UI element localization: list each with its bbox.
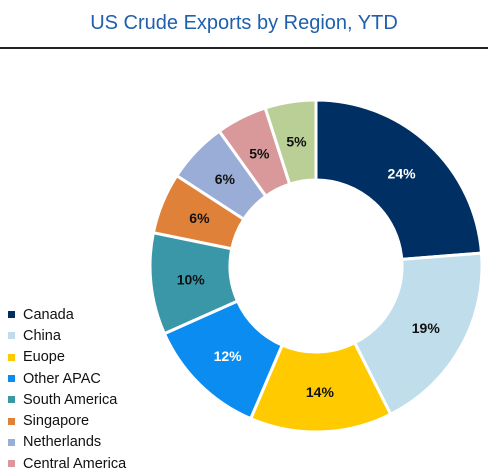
legend-swatch [8, 396, 15, 404]
legend-label: China [23, 327, 61, 344]
slice-label-9: 5% [286, 134, 307, 150]
legend-swatch [8, 375, 15, 383]
slice-label-7: 6% [215, 171, 236, 187]
donut-slice-2 [352, 251, 484, 417]
legend-item: Central America [8, 453, 126, 474]
legend-label: Singapore [23, 413, 90, 430]
legend-label: Netherlands [23, 434, 102, 451]
legend-label: Other APAC [23, 370, 101, 387]
legend-label: Central America [23, 455, 127, 472]
slice-label-8: 5% [249, 145, 270, 161]
slice-label-1: 24% [388, 166, 417, 182]
donut-slice-9 [263, 98, 318, 187]
legend-item: China [8, 325, 126, 346]
slice-label-5: 10% [177, 272, 206, 288]
legend-label: Euope [23, 349, 65, 366]
legend-swatch [8, 438, 15, 446]
legend-item: Singapore [8, 410, 126, 431]
legend-swatch [8, 353, 15, 361]
slice-label-4: 12% [214, 348, 243, 364]
legend-item: South America [8, 389, 126, 410]
legend-item: Canada [8, 304, 126, 325]
legend-item: Euope [8, 347, 126, 368]
donut-slice-1 [314, 98, 484, 261]
legend-item: Other APAC [8, 368, 126, 389]
legend-swatch [8, 311, 15, 319]
legend-item: Netherlands [8, 432, 126, 453]
legend-label: South America [23, 391, 118, 408]
legend-label: Canada [23, 306, 74, 323]
chart-legend: Canada China Euope Other APAC South America S… [8, 304, 126, 474]
chart-title: US Crude Exports by Region, YTD [90, 12, 398, 34]
slice-label-2: 19% [412, 320, 441, 336]
title-divider [0, 47, 488, 49]
slice-label-3: 14% [306, 384, 335, 400]
slice-label-6: 6% [189, 210, 210, 226]
legend-swatch [8, 332, 15, 340]
legend-swatch [8, 417, 15, 425]
legend-swatch [8, 460, 15, 468]
